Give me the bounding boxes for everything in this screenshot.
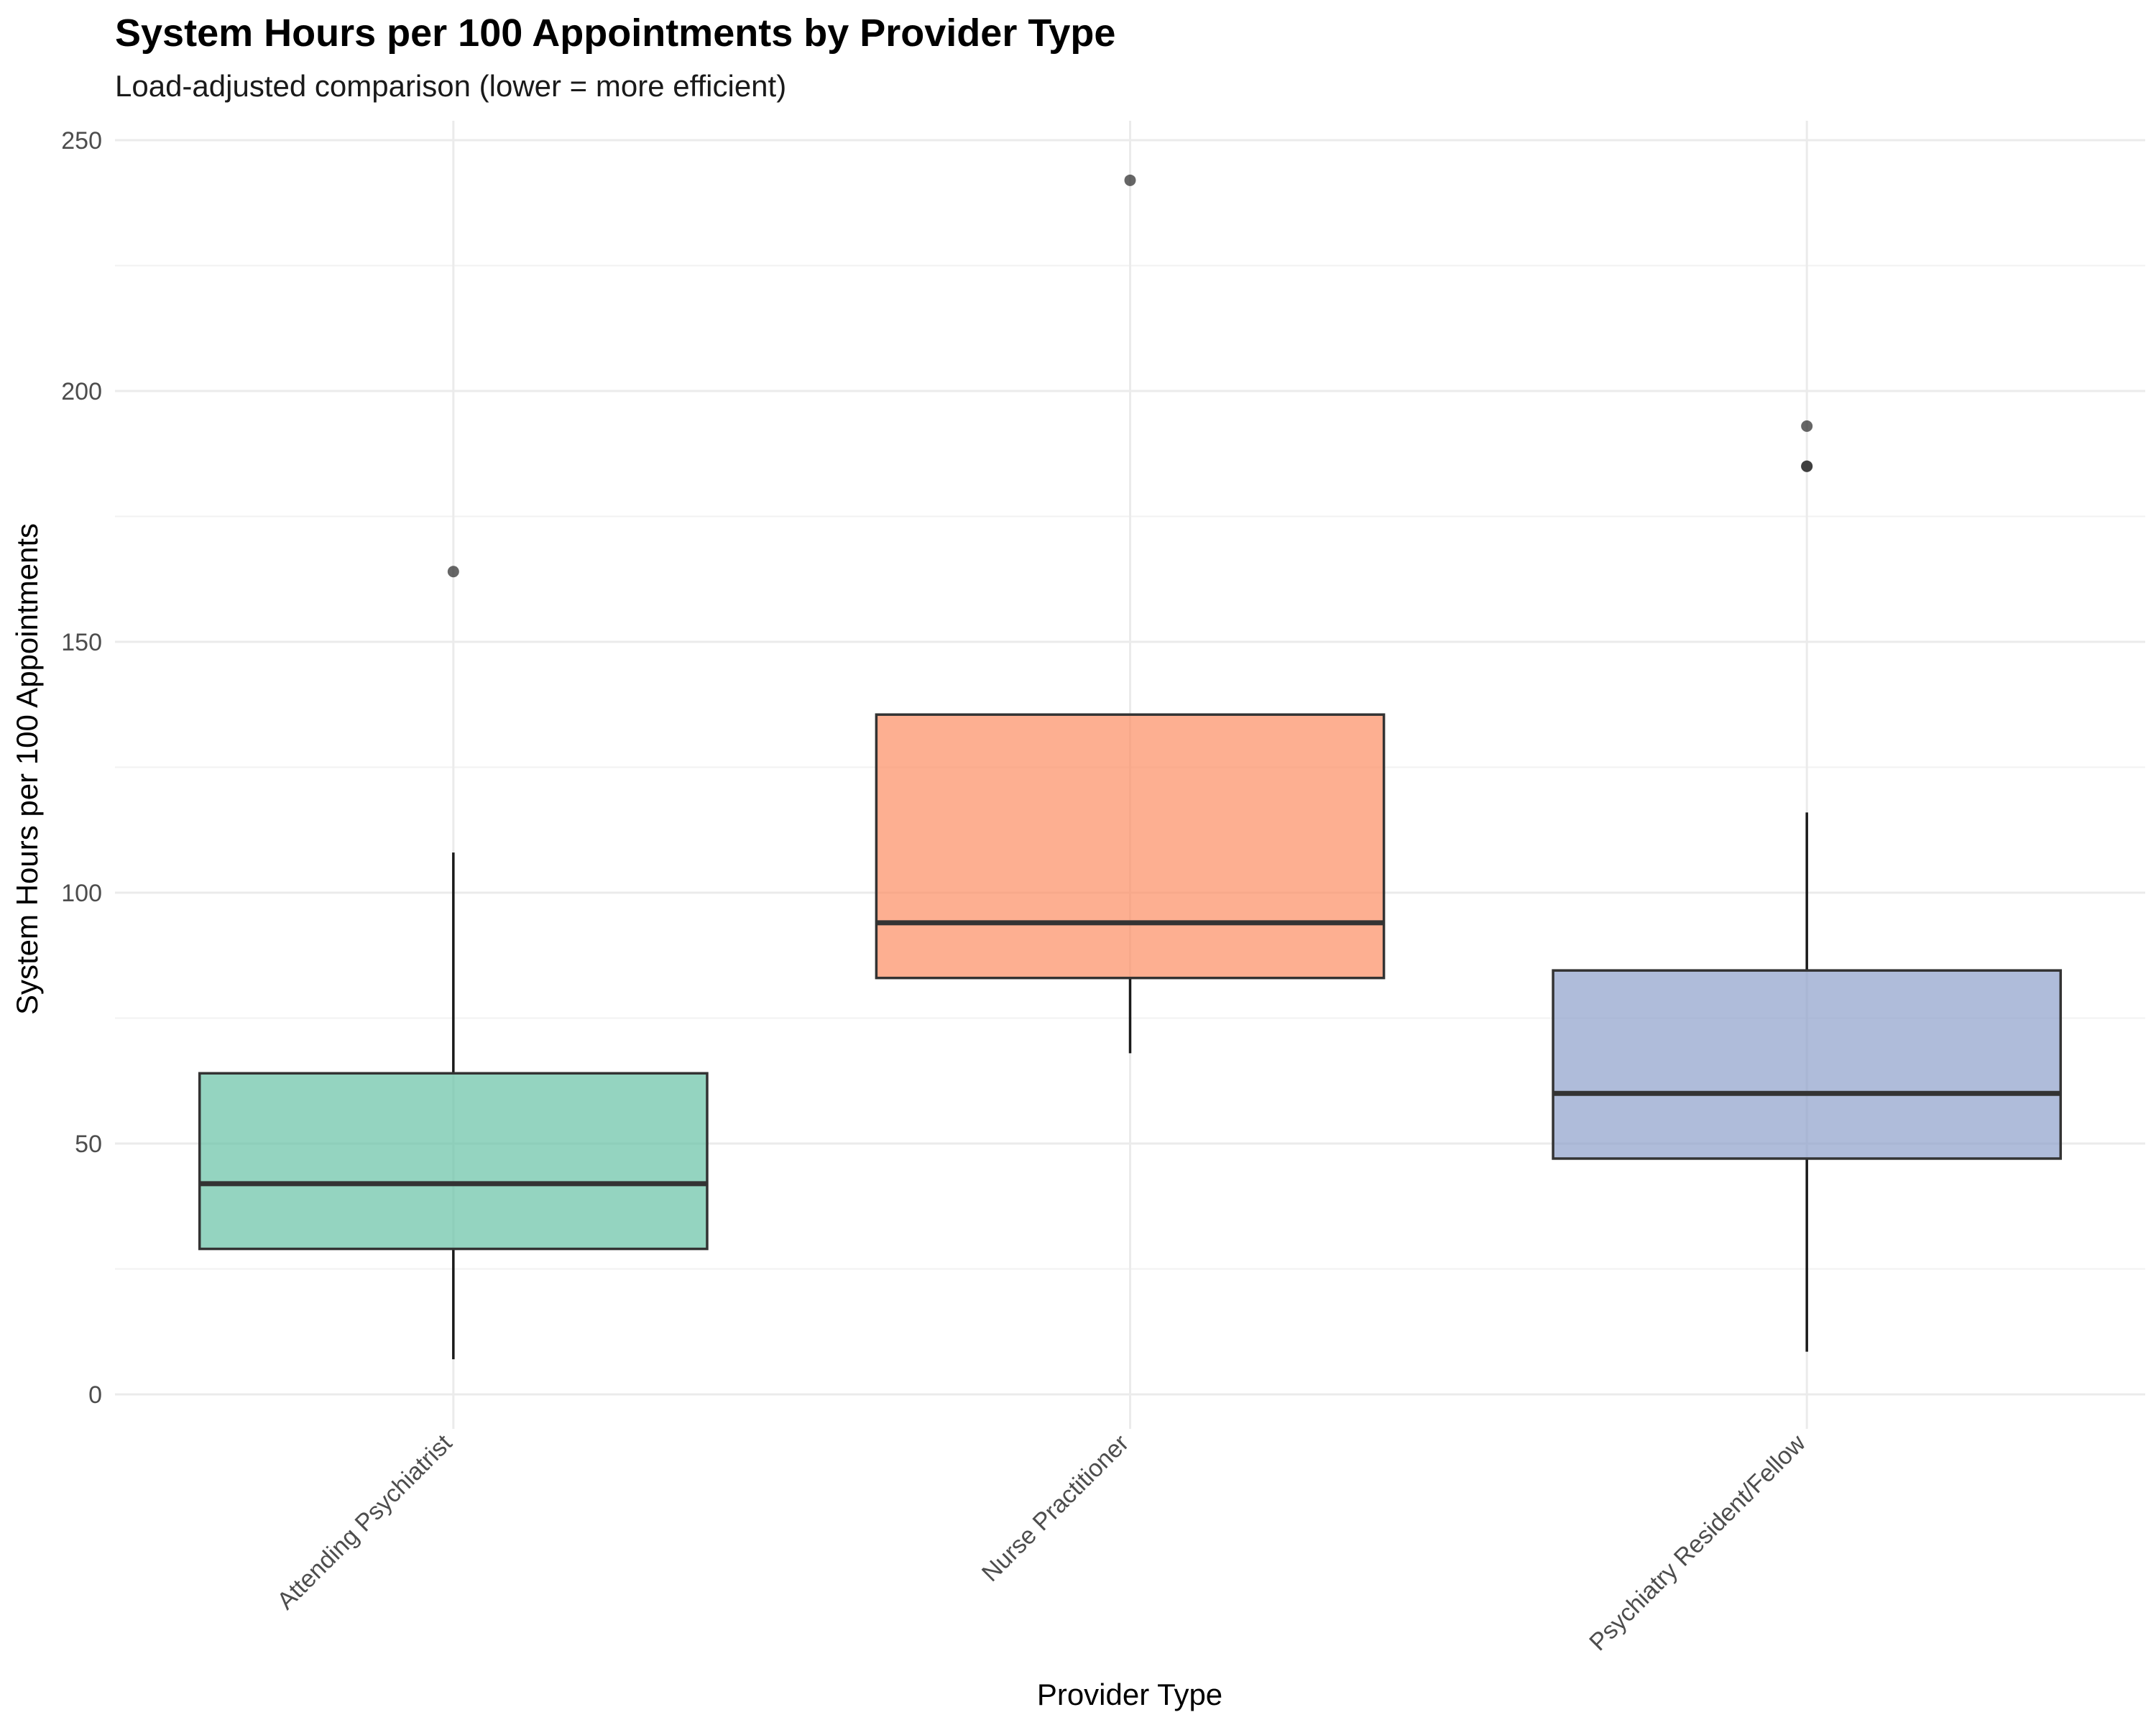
x-tick-label: Attending Psychiatrist: [272, 1429, 457, 1614]
y-tick-label: 0: [88, 1381, 102, 1409]
x-axis-title: Provider Type: [1037, 1678, 1222, 1711]
y-tick-label: 50: [75, 1131, 102, 1158]
y-tick-label: 200: [61, 378, 102, 405]
y-axis-ticks: 0 50 100 150 200 250: [61, 127, 102, 1409]
chart-title: System Hours per 100 Appointments by Pro…: [115, 12, 1115, 55]
box-group: [1552, 420, 2063, 1352]
x-axis-ticks: Attending Psychiatrist Nurse Practitioner…: [272, 1429, 1811, 1656]
x-tick-label: Psychiatry Resident/Fellow: [1584, 1429, 1811, 1656]
chart-subtitle: Load-adjusted comparison (lower = more e…: [115, 69, 786, 103]
box-iqr: [875, 713, 1386, 980]
outlier-point: [447, 566, 459, 578]
y-tick-label: 100: [61, 880, 102, 907]
y-axis-title: System Hours per 100 Appointments: [10, 523, 44, 1015]
outlier-point: [1801, 460, 1813, 472]
boxes: [198, 174, 2063, 1360]
box-group: [875, 174, 1386, 1054]
outlier-point: [1124, 174, 1136, 186]
box-iqr: [1552, 969, 2063, 1160]
outlier-point: [1801, 420, 1813, 432]
y-tick-label: 250: [61, 127, 102, 155]
box-iqr: [198, 1072, 709, 1251]
box-group: [198, 566, 709, 1360]
x-tick-label: Nurse Practitioner: [977, 1430, 1134, 1587]
y-tick-label: 150: [61, 629, 102, 656]
